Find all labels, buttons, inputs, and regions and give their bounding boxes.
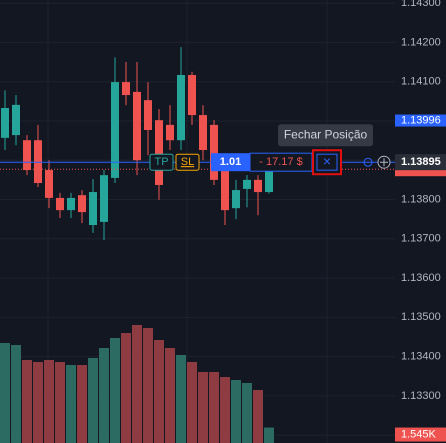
candle-body [23, 140, 31, 171]
y-tick-label: 1.14200 [401, 36, 441, 48]
volume-bar [110, 338, 120, 443]
price-label: 1.13996 [401, 114, 441, 126]
volume-bar [187, 362, 197, 443]
volume-label-box [395, 427, 446, 442]
volume-bar [220, 377, 230, 443]
candle-body [12, 104, 20, 136]
y-tick-label: 1.13500 [401, 311, 441, 323]
candle-body [144, 100, 152, 130]
add-icon[interactable] [380, 158, 388, 167]
y-tick-label: 1.13400 [401, 351, 441, 363]
candle-body [78, 195, 86, 213]
candle-body [177, 75, 185, 141]
volume-bar [99, 348, 109, 443]
tp-label[interactable]: TP [154, 156, 168, 168]
volume-bar [231, 380, 241, 443]
volume-bar [264, 427, 274, 443]
candle-body [56, 197, 64, 211]
candle-body [199, 115, 207, 151]
candle-body [100, 175, 108, 222]
volume-bar [55, 362, 65, 443]
volume-bar [242, 383, 252, 443]
price-label-box [395, 154, 446, 171]
candle-body [232, 190, 240, 209]
volume-bar [11, 345, 21, 443]
volume-bar [132, 325, 142, 443]
candle-body [155, 120, 163, 185]
candle-body [1, 108, 9, 138]
volume-bar [44, 360, 54, 443]
candle-body [122, 82, 130, 96]
sl-label[interactable]: SL [181, 156, 194, 168]
close-inner[interactable] [316, 153, 338, 171]
y-tick-label: 1.13600 [401, 272, 441, 284]
volume-bar [154, 340, 164, 443]
sl-box[interactable] [175, 153, 200, 171]
bid-label-box [395, 166, 446, 177]
candle-body [210, 124, 218, 180]
volume-bar [198, 372, 208, 443]
pnl: - 17.17 $ [259, 156, 302, 168]
candle-body [67, 197, 75, 211]
candle-body [133, 91, 141, 161]
volume-label: 1.545K [401, 428, 437, 440]
volume-bar [209, 372, 219, 443]
candle-body [166, 124, 174, 141]
price-label-box [395, 114, 446, 127]
volume-bar [66, 365, 76, 443]
candle-body [254, 179, 262, 193]
close-icon[interactable]: × [323, 153, 331, 169]
volume-bar [88, 358, 98, 443]
volume-bar [176, 355, 186, 443]
candle-body [265, 168, 273, 193]
y-tick-label: 1.13800 [401, 193, 441, 205]
price-axis [395, 0, 446, 443]
volume-bar [121, 333, 131, 443]
volume-bar [253, 390, 263, 443]
volume-bar [165, 348, 175, 443]
volume-bar [33, 362, 43, 443]
tooltip: Fechar Posição [284, 127, 368, 141]
volume-bar [77, 365, 87, 443]
price-label: 1.13895 [401, 156, 441, 168]
y-tick-label: 1.13300 [401, 390, 441, 402]
quantity: 1.01 [220, 156, 241, 168]
candle-body [188, 75, 196, 116]
candle-body [89, 192, 97, 226]
candle-body [243, 179, 251, 189]
volume-bar [22, 360, 32, 443]
tooltip-box [278, 124, 373, 147]
candle-body [111, 82, 119, 178]
y-tick-label: 1.14100 [401, 76, 441, 88]
tp-box[interactable] [149, 153, 174, 171]
volume-bar [143, 328, 153, 443]
candle-body [34, 140, 42, 184]
drag-handle[interactable] [363, 157, 373, 167]
volume-bar [0, 343, 10, 443]
y-tick-label: 1.14300 [401, 0, 441, 9]
y-tick-label: 1.13700 [401, 233, 441, 245]
quantity-box [211, 153, 250, 172]
candle-body [221, 170, 229, 211]
candle-body [45, 170, 53, 198]
